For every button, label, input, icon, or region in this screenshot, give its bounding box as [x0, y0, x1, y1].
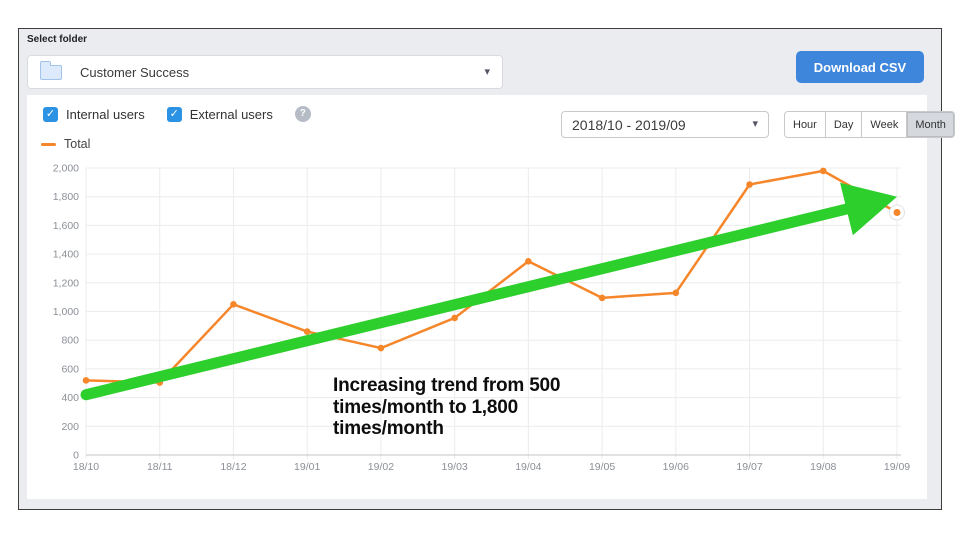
y-axis-tick-label: 200: [61, 421, 79, 433]
y-axis-tick-label: 400: [61, 392, 79, 404]
date-range-dropdown[interactable]: 2018/10 - 2019/09 ▾: [561, 111, 769, 138]
x-axis-tick-label: 19/02: [368, 461, 394, 473]
data-point: [672, 289, 680, 297]
x-axis-tick-label: 19/04: [515, 461, 541, 473]
chevron-down-icon: ▾: [752, 118, 758, 130]
y-axis-tick-label: 1,800: [53, 191, 79, 203]
chart-card: ✓ Internal users ✓ External users ? 2018…: [27, 95, 955, 499]
granularity-hour-button[interactable]: Hour: [784, 111, 826, 138]
y-axis-tick-label: 0: [73, 450, 79, 462]
x-axis-tick-label: 19/08: [810, 461, 836, 473]
y-axis-tick-label: 1,400: [53, 249, 79, 261]
data-point: [598, 294, 606, 302]
x-axis-tick-label: 18/10: [73, 461, 99, 473]
trend-annotation-text: Increasing trend from 500 times/month to…: [333, 375, 561, 439]
data-point: [746, 181, 753, 188]
y-axis-tick-label: 2,000: [53, 163, 79, 175]
data-point: [303, 328, 311, 335]
external-users-checkbox[interactable]: ✓ External users: [166, 106, 273, 122]
x-axis-tick-label: 19/05: [589, 461, 615, 473]
legend-label: Total: [64, 137, 91, 151]
granularity-day-button[interactable]: Day: [825, 111, 863, 138]
data-point: [819, 167, 827, 175]
x-axis-tick-label: 19/06: [663, 461, 689, 473]
download-csv-button[interactable]: Download CSV: [796, 51, 924, 83]
x-axis-tick-label: 19/07: [736, 461, 762, 473]
y-axis-tick-label: 800: [61, 335, 79, 347]
y-axis-tick-label: 1,600: [53, 220, 79, 232]
internal-users-label: Internal users: [66, 106, 145, 122]
help-icon[interactable]: ?: [294, 106, 311, 122]
x-axis-tick-label: 19/01: [294, 461, 320, 473]
x-axis-tick-label: 18/11: [147, 461, 173, 473]
folder-select-dropdown[interactable]: Customer Success ▾: [27, 55, 503, 89]
granularity-month-button[interactable]: Month: [907, 111, 955, 138]
y-axis-tick-label: 1,000: [53, 306, 79, 318]
user-filters: ✓ Internal users ✓ External users ?: [43, 106, 311, 122]
date-range-value: 2018/10 - 2019/09: [572, 116, 686, 133]
folder-select-value: Customer Success: [80, 64, 190, 80]
granularity-week-button[interactable]: Week: [862, 111, 908, 138]
x-axis-tick-label: 18/12: [220, 461, 246, 473]
total-series-line: [84, 169, 899, 384]
legend-item-total[interactable]: Total: [41, 137, 90, 151]
trend-arrow-head: [840, 182, 897, 236]
highlighted-data-point: [893, 208, 901, 216]
x-axis-tick-label: 19/09: [884, 461, 910, 473]
data-point: [451, 314, 458, 322]
app-window: Select folder Customer Success ▾ Downloa…: [18, 28, 955, 510]
data-point: [525, 257, 532, 265]
trend-arrow-shaft: [80, 203, 854, 401]
select-folder-label: Select folder: [27, 34, 88, 45]
y-axis-tick-label: 1,200: [53, 277, 79, 289]
checkbox-checked-icon: ✓: [43, 106, 58, 122]
data-point: [377, 344, 385, 352]
external-users-label: External users: [189, 106, 273, 122]
data-point: [82, 377, 90, 384]
checkbox-checked-icon: ✓: [166, 106, 182, 122]
data-point: [230, 301, 237, 308]
chevron-down-icon: ▾: [484, 65, 490, 78]
folder-icon: [39, 60, 62, 80]
legend-line-icon: [41, 142, 56, 146]
internal-users-checkbox[interactable]: ✓ Internal users: [43, 106, 145, 122]
y-axis-tick-label: 600: [61, 363, 79, 375]
granularity-switch: Hour Day Week Month: [784, 111, 955, 138]
x-axis-tick-label: 19/03: [441, 461, 467, 473]
usage-chart: 18/10 18/11 18/12 19/01 19/02 19/03 19/04 19/05…: [53, 163, 911, 474]
